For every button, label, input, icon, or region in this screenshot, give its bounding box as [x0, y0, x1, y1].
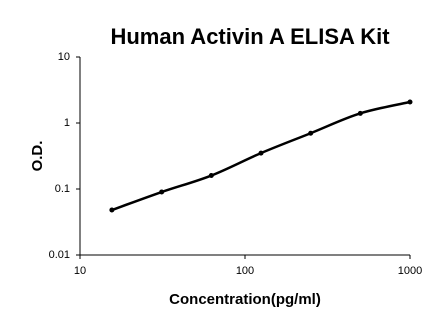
y-tick-label: 0.1 — [55, 183, 70, 195]
y-tick-label: 0.01 — [49, 249, 70, 261]
point — [109, 207, 115, 213]
x-tick-label: 1000 — [398, 265, 422, 277]
x-axis-label: Concentration(pg/ml) — [169, 291, 321, 308]
point — [159, 189, 165, 195]
point — [407, 99, 413, 105]
chart-title: Human Activin A ELISA Kit — [110, 24, 390, 49]
curve — [111, 100, 411, 212]
point — [308, 130, 314, 136]
y-axis-label: O.D. — [29, 141, 46, 172]
point — [357, 110, 363, 116]
x-tick-label: 100 — [236, 265, 254, 277]
point — [208, 173, 214, 179]
y-tick-label: 1 — [64, 117, 70, 129]
point — [258, 150, 264, 156]
x-tick-label: 10 — [74, 265, 86, 277]
y-tick-label: 10 — [58, 51, 70, 63]
